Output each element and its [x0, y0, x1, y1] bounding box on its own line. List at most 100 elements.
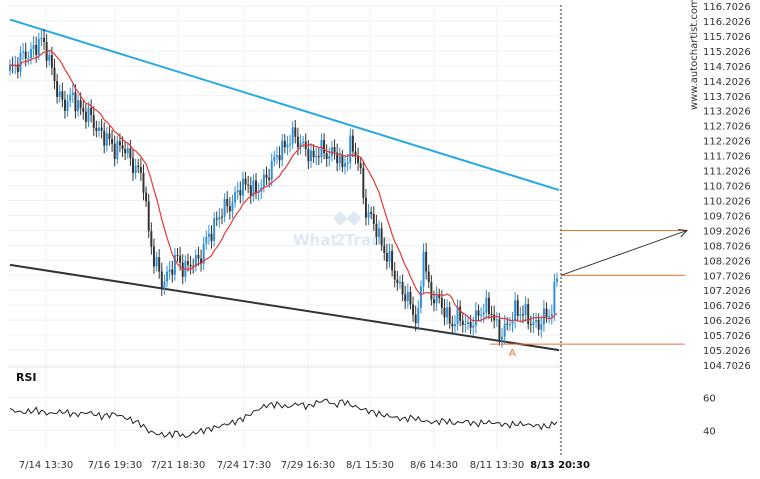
- candle: [137, 158, 140, 174]
- candle: [521, 305, 524, 324]
- candle: [370, 206, 373, 220]
- candle: [286, 135, 289, 156]
- price-tick-label: 105.7026: [703, 331, 751, 342]
- candle: [226, 191, 229, 214]
- candle: [19, 46, 22, 78]
- candle: [84, 103, 87, 129]
- candle: [508, 317, 511, 332]
- candle: [168, 260, 171, 280]
- candle: [289, 134, 292, 153]
- candle: [372, 206, 375, 231]
- candle: [145, 186, 148, 207]
- candle: [440, 290, 443, 315]
- price-axis: 104.7026 105.2026 105.7026 106.2026 106.7026…: [703, 2, 751, 372]
- price-tick-label: 110.7026: [703, 182, 751, 193]
- price-tick-label: 114.7026: [703, 62, 751, 73]
- candle: [393, 261, 396, 288]
- candle: [362, 160, 365, 205]
- candle: [414, 305, 417, 332]
- candle: [56, 73, 59, 104]
- candle: [556, 272, 558, 287]
- time-axis: 7/14 13:30 7/16 19:30 7/21 18:30 7/24 17:30…: [19, 460, 590, 471]
- price-tick-label: 106.7026: [703, 301, 751, 312]
- candle: [283, 134, 286, 154]
- candle: [540, 315, 543, 338]
- candle: [249, 176, 252, 204]
- price-tick-label: 108.7026: [703, 241, 751, 252]
- candle: [495, 312, 498, 327]
- candle: [456, 299, 459, 331]
- candle: [532, 312, 535, 334]
- candle: [396, 270, 399, 291]
- candle: [341, 149, 344, 173]
- candle: [349, 128, 352, 170]
- candle: [270, 153, 273, 187]
- candle: [278, 146, 281, 169]
- price-tick-label: 113.7026: [703, 92, 751, 103]
- candle: [48, 49, 51, 66]
- candle: [171, 260, 174, 283]
- price-tick-label: 112.2026: [703, 137, 751, 148]
- candle: [453, 315, 456, 335]
- candle: [228, 197, 231, 220]
- candle: [213, 212, 216, 247]
- price-tick-label: 107.7026: [703, 271, 751, 282]
- candle: [16, 57, 19, 79]
- candle: [406, 283, 409, 309]
- candle: [105, 127, 108, 152]
- candle: [312, 144, 315, 163]
- candle: [472, 316, 475, 336]
- price-tick-label: 109.2026: [703, 226, 751, 237]
- candle: [58, 84, 61, 103]
- candle: [241, 171, 244, 202]
- support-line: [9, 263, 560, 352]
- candle: [134, 158, 137, 180]
- candle: [498, 312, 501, 346]
- rsi-panel: RSI 40 60: [9, 371, 716, 439]
- candle: [132, 149, 134, 181]
- candle: [364, 188, 367, 226]
- candle: [207, 225, 210, 245]
- candle: [315, 147, 318, 166]
- site-url-label: www.autochartist.com: [689, 0, 700, 110]
- candle: [139, 158, 142, 181]
- candle: [22, 43, 25, 61]
- candle: [430, 275, 433, 306]
- rsi-panel-label: RSI: [16, 371, 37, 384]
- time-tick-label: 8/6 14:30: [410, 460, 458, 471]
- candle: [66, 94, 69, 117]
- candle: [53, 58, 56, 90]
- candle: [262, 169, 265, 193]
- candle: [126, 142, 129, 159]
- candle: [443, 298, 446, 326]
- candle: [487, 292, 490, 320]
- candle: [236, 181, 239, 200]
- rsi-tick-label: 60: [703, 393, 716, 404]
- candle: [388, 243, 391, 268]
- candle: [163, 274, 166, 295]
- rsi-tick-label: 40: [703, 427, 716, 438]
- candle: [113, 135, 116, 167]
- candle: [459, 300, 462, 327]
- candle: [150, 222, 153, 255]
- candle: [446, 299, 449, 325]
- candle: [367, 203, 370, 226]
- candle: [9, 59, 11, 76]
- candle: [103, 122, 106, 154]
- candle: [422, 243, 425, 295]
- candle: [451, 315, 454, 334]
- candle: [309, 143, 312, 168]
- price-tick-label: 104.7026: [703, 361, 751, 372]
- candle: [482, 303, 485, 323]
- candle: [231, 194, 234, 219]
- candle: [71, 83, 74, 103]
- candle: [61, 82, 64, 108]
- candle: [116, 135, 119, 165]
- candle: [511, 312, 514, 333]
- candle: [82, 99, 85, 120]
- candle: [194, 249, 197, 272]
- price-tick-label: 106.2026: [703, 316, 751, 327]
- time-tick-label: 7/24 17:30: [217, 460, 271, 471]
- candle: [152, 238, 155, 274]
